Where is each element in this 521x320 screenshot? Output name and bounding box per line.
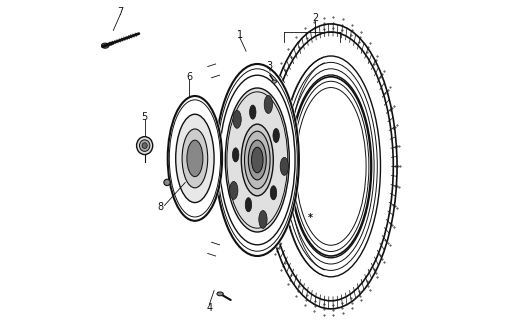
Ellipse shape bbox=[233, 110, 241, 128]
Ellipse shape bbox=[137, 137, 153, 155]
Ellipse shape bbox=[187, 140, 203, 177]
Text: *: * bbox=[307, 212, 313, 223]
Ellipse shape bbox=[232, 148, 239, 162]
Ellipse shape bbox=[264, 30, 398, 302]
Ellipse shape bbox=[166, 94, 224, 222]
Ellipse shape bbox=[241, 124, 274, 196]
Ellipse shape bbox=[272, 80, 277, 83]
Ellipse shape bbox=[280, 157, 289, 175]
Ellipse shape bbox=[101, 43, 109, 48]
Text: 4: 4 bbox=[206, 303, 213, 313]
Ellipse shape bbox=[176, 114, 214, 203]
Ellipse shape bbox=[244, 131, 270, 189]
Ellipse shape bbox=[164, 179, 170, 186]
Ellipse shape bbox=[245, 198, 252, 212]
Ellipse shape bbox=[270, 186, 277, 200]
Ellipse shape bbox=[250, 105, 256, 119]
Ellipse shape bbox=[182, 129, 208, 188]
Text: 2: 2 bbox=[312, 12, 318, 23]
Text: 3: 3 bbox=[266, 60, 272, 71]
Ellipse shape bbox=[291, 77, 371, 256]
Ellipse shape bbox=[230, 181, 238, 199]
Ellipse shape bbox=[217, 292, 224, 296]
Text: 6: 6 bbox=[187, 72, 193, 82]
Ellipse shape bbox=[264, 95, 272, 113]
Ellipse shape bbox=[214, 62, 301, 258]
Ellipse shape bbox=[273, 129, 279, 143]
Text: 1: 1 bbox=[237, 30, 243, 40]
Ellipse shape bbox=[249, 140, 266, 180]
Ellipse shape bbox=[142, 143, 147, 148]
Ellipse shape bbox=[136, 136, 153, 155]
Ellipse shape bbox=[140, 140, 150, 151]
Ellipse shape bbox=[259, 211, 267, 228]
Ellipse shape bbox=[252, 147, 263, 173]
Text: 8: 8 bbox=[157, 202, 164, 212]
Text: 5: 5 bbox=[142, 112, 148, 122]
Ellipse shape bbox=[225, 88, 289, 232]
Text: 7: 7 bbox=[117, 7, 123, 17]
